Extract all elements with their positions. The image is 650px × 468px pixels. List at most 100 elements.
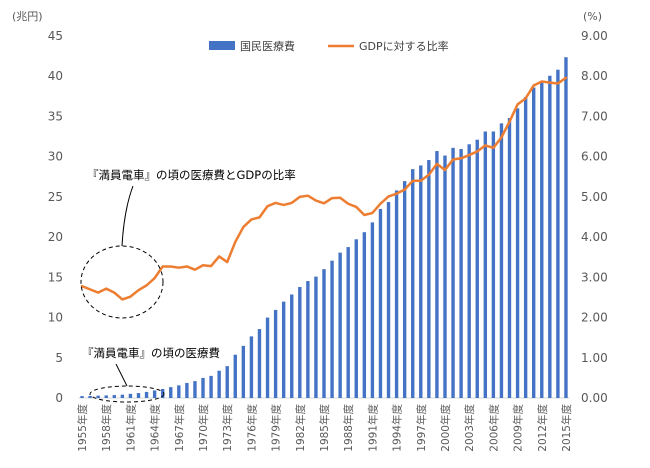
bar-1983 (306, 281, 310, 398)
bar-2007 (499, 123, 504, 399)
bar-1971 (209, 375, 213, 398)
left-tick-label: 40 (48, 69, 63, 83)
bar-1977 (257, 329, 262, 398)
bar-1967 (177, 385, 181, 398)
bar-1957 (96, 395, 100, 398)
left-axis-unit: (兆円) (12, 10, 43, 23)
bar-1986 (330, 260, 334, 398)
right-tick-label: 9.00 (581, 29, 608, 43)
left-tick-label: 15 (48, 270, 63, 284)
bar-2014 (556, 69, 560, 399)
bar-1988 (346, 247, 350, 398)
bar-1968 (185, 382, 189, 398)
x-tick-label: 1976年度 (245, 404, 258, 452)
bar-1962 (136, 393, 141, 398)
right-tick-label: 0.00 (581, 391, 608, 405)
bar-1992 (378, 208, 383, 398)
line-layer (80, 76, 568, 301)
x-tick-label: 1964年度 (149, 404, 162, 452)
x-tick-label: 1994年度 (391, 404, 404, 452)
bar-1973 (225, 366, 229, 398)
bar-1972 (217, 370, 221, 398)
bar-2003 (467, 144, 471, 398)
right-tick-label: 7.00 (581, 109, 608, 123)
bar-2005 (483, 131, 488, 399)
ratio-annotation: 『満員電車』の頃の医療費とGDPの比率 (80, 168, 296, 319)
bar-1979 (273, 309, 278, 398)
bar-2008 (507, 117, 512, 398)
x-tick-label: 1958年度 (100, 404, 113, 452)
bar-2002 (459, 149, 463, 398)
bar-1987 (338, 252, 342, 398)
bar-1985 (322, 269, 326, 398)
x-tick-label: 1979年度 (270, 404, 283, 452)
left-tick-label: 35 (48, 109, 63, 123)
x-tick-label: 1985年度 (318, 404, 331, 452)
x-tick-label: 1997年度 (415, 404, 428, 452)
bar-1969 (193, 381, 197, 398)
bar-1965 (160, 388, 165, 398)
legend-line-label: GDPに対する比率 (359, 39, 449, 53)
right-axis-ticks: 0.00 1.00 2.00 3.00 4.00 5.00 6.00 7.00 8.00 9.00 (581, 29, 608, 405)
bar-1996 (411, 169, 415, 398)
bar-annotation: 『満員電車』の頃の医療費 (82, 346, 220, 403)
x-tick-label: 2012年度 (536, 404, 549, 452)
bar-callout-line (115, 363, 128, 387)
bar-1980 (281, 301, 286, 398)
bar-2004 (475, 139, 479, 398)
x-tick-label: 1988年度 (342, 404, 355, 452)
x-tick-label: 1982年度 (294, 404, 307, 452)
x-tick-label: 1970年度 (197, 404, 210, 452)
right-tick-label: 2.00 (581, 311, 608, 325)
bar-2009 (515, 108, 520, 398)
bar-2006 (491, 131, 496, 399)
x-tick-label: 1967年度 (173, 404, 186, 452)
left-tick-label: 45 (48, 29, 63, 43)
bar-1963 (144, 391, 149, 398)
right-tick-label: 6.00 (581, 150, 608, 164)
x-tick-label: 1973年度 (221, 404, 234, 452)
right-axis-unit: (%) (583, 10, 602, 23)
bars-layer (80, 57, 568, 399)
bar-1955 (80, 396, 84, 398)
legend-bar-swatch (209, 41, 235, 50)
right-tick-label: 1.00 (581, 351, 608, 365)
left-tick-label: 25 (48, 190, 63, 204)
left-tick-label: 5 (55, 351, 63, 365)
x-tick-label: 2015年度 (560, 404, 573, 452)
bar-1958 (104, 395, 108, 398)
bar-1959 (112, 395, 116, 398)
bar-2001 (451, 147, 455, 398)
bar-1966 (169, 387, 173, 398)
bar-1995 (402, 181, 407, 398)
ratio-highlight-ellipse (80, 245, 164, 319)
ratio-callout-line (121, 185, 134, 247)
bar-1984 (314, 276, 318, 398)
left-tick-label: 30 (48, 150, 63, 164)
bar-1975 (241, 345, 246, 398)
x-tick-label: 2006年度 (487, 404, 500, 452)
bar-1956 (88, 395, 92, 398)
right-tick-label: 4.00 (581, 230, 608, 244)
legend: 国民医療費 GDPに対する比率 (209, 39, 449, 53)
right-tick-label: 8.00 (581, 69, 608, 83)
bar-1993 (386, 202, 391, 398)
bar-1964 (152, 390, 157, 398)
bar-1998 (427, 160, 431, 398)
bar-1974 (233, 354, 237, 398)
right-tick-label: 3.00 (581, 270, 608, 284)
bar-1981 (290, 294, 294, 398)
bar-highlight-ellipse (89, 385, 165, 403)
x-tick-label: 1955年度 (76, 404, 89, 452)
ratio-annotation-label: 『満員電車』の頃の医療費とGDPの比率 (87, 168, 296, 182)
bar-1990 (362, 232, 367, 398)
bar-1999 (435, 151, 439, 398)
bar-2015 (564, 57, 568, 399)
bar-2010 (523, 96, 528, 398)
bar-1989 (354, 239, 358, 398)
bar-1994 (394, 190, 399, 398)
x-axis-ticks: 1955年度 1958年度 1961年度 1964年度 1967年度 1970年度 1973… (76, 404, 573, 452)
bar-1960 (120, 394, 125, 398)
bar-1978 (265, 317, 270, 398)
